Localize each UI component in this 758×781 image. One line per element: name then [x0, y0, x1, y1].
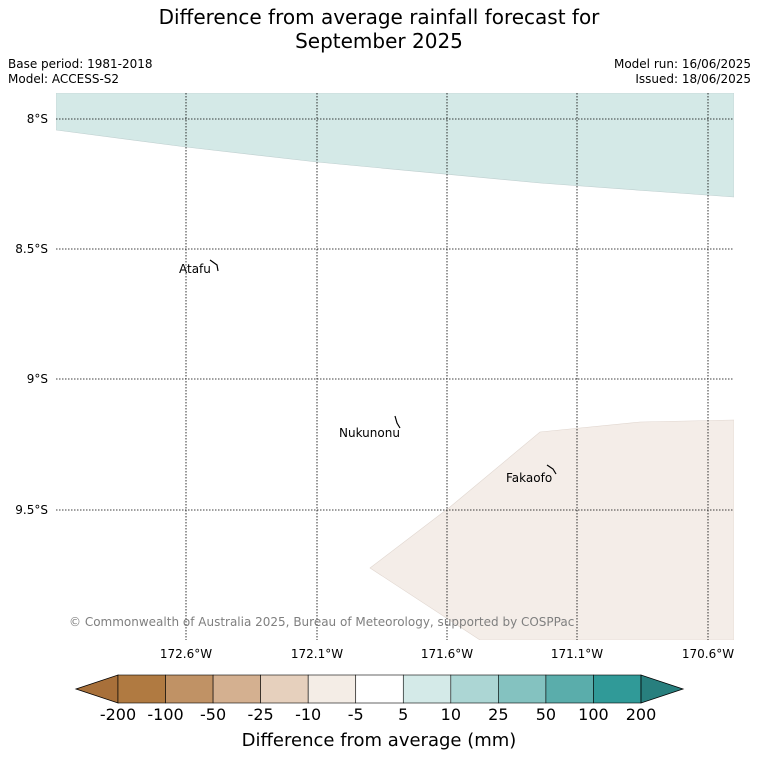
colorbar-segment: [307, 674, 357, 704]
issued-date: Issued: 18/06/2025: [635, 72, 751, 86]
colorbar-extend-high: [640, 674, 685, 704]
colorbar-title: Difference from average (mm): [241, 730, 517, 751]
lon-label: 170.6°W: [682, 647, 734, 661]
colorbar-tick-label: -200: [99, 705, 137, 724]
colorbar-extend-low: [74, 674, 119, 704]
lat-label: 9°S: [27, 372, 48, 386]
place-fakaofo: Fakaofo: [506, 471, 552, 485]
colorbar-tick-label: -10: [295, 705, 322, 724]
colorbar-tick-label: -100: [147, 705, 184, 724]
colorbar-tick-label: 5: [398, 705, 409, 724]
place-nukunonu: Nukunonu: [339, 426, 400, 440]
colorbar-segment: [355, 674, 404, 704]
colorbar-tick-label: 100: [578, 705, 609, 724]
colorbar-segment: [402, 674, 452, 704]
colorbar-tick-label: 200: [625, 705, 657, 724]
place-atafu: Atafu: [179, 262, 211, 276]
colorbar-segment: [450, 674, 499, 704]
lon-labels: 172.6°W 172.1°W 171.6°W 171.1°W 170.6°W: [160, 647, 734, 661]
colorbar-segment: [260, 674, 309, 704]
colorbar-tick-label: -5: [347, 705, 364, 724]
lat-label: 8°S: [27, 112, 48, 126]
title-line-2: September 2025: [295, 29, 463, 53]
colorbar-segment: [212, 674, 261, 704]
base-period: Base period: 1981-2018: [8, 57, 153, 71]
meta-right: Model run: 16/06/2025 Issued: 18/06/2025: [614, 57, 751, 87]
lat-label: 8.5°S: [15, 242, 48, 256]
map-area: Atafu Nukunonu Fakaofo © Commonwealth of…: [56, 93, 734, 640]
model-name: Model: ACCESS-S2: [8, 72, 120, 86]
lon-label: 172.1°W: [291, 647, 343, 661]
colorbar-tick-label: -25: [247, 705, 274, 724]
copyright: © Commonwealth of Australia 2025, Bureau…: [69, 615, 574, 629]
title-line-1: Difference from average rainfall forecas…: [158, 5, 600, 29]
fakaofo-atoll: [546, 464, 557, 475]
model-run: Model run: 16/06/2025: [613, 57, 751, 71]
colorbar-segment: [165, 674, 214, 704]
atafu-atoll: [209, 259, 219, 272]
gridlines: [56, 93, 734, 640]
colorbar-segment: [545, 674, 594, 704]
colorbar-tick-label: 25: [488, 705, 509, 724]
lat-label: 9.5°S: [15, 503, 48, 517]
colorbar-segment: [117, 674, 166, 704]
colorbar-segment: [498, 674, 547, 704]
lon-label: 171.6°W: [421, 647, 473, 661]
nukunonu-atoll: [394, 415, 401, 429]
lon-label: 171.1°W: [551, 647, 603, 661]
colorbar: [74, 674, 685, 704]
drier-region: [369, 419, 734, 640]
colorbar-segment: [593, 674, 642, 704]
chart-title: Difference from average rainfall forecas…: [0, 5, 758, 53]
colorbar-tick-label: 10: [440, 705, 461, 724]
colorbar-tick-label: 50: [535, 705, 557, 724]
meta-left: Base period: 1981-2018 Model: ACCESS-S2: [8, 57, 153, 87]
lon-label: 172.6°W: [160, 647, 212, 661]
lat-labels: 8°S 8.5°S 9°S 9.5°S: [15, 112, 48, 517]
colorbar-tick-label: -50: [200, 705, 227, 724]
